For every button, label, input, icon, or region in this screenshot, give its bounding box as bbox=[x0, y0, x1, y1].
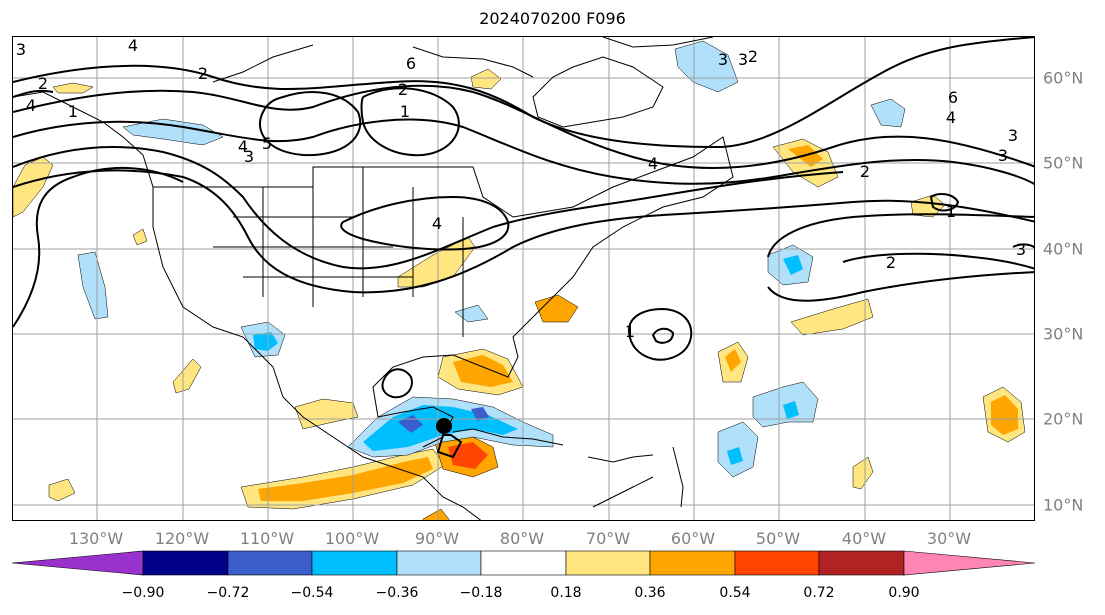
colorbar-cell bbox=[227, 550, 313, 576]
contour-label: 5 bbox=[262, 134, 272, 153]
contour-label: 3 bbox=[1008, 126, 1018, 145]
contour-label: 4 bbox=[648, 154, 658, 173]
negative-anomaly-canada-west bbox=[122, 118, 224, 146]
lon-label-90w: 90°W bbox=[414, 529, 460, 548]
contour-label: 3 bbox=[16, 40, 26, 59]
colorbar-tick-label: 0.36 bbox=[634, 585, 666, 601]
positive-anomaly-alaska bbox=[52, 82, 94, 94]
contour-label: 4 bbox=[26, 96, 36, 115]
contour-label: 3 bbox=[244, 147, 254, 166]
contour-label: 2 bbox=[198, 64, 208, 83]
contour-label: 3 bbox=[998, 146, 1008, 165]
colorbar-tick-label: −0.18 bbox=[459, 585, 503, 601]
coastlines bbox=[13, 37, 734, 520]
colorbar-tick-label: 0.18 bbox=[550, 585, 582, 601]
colorbar-cell bbox=[396, 550, 482, 576]
negative-anomaly-california bbox=[77, 251, 109, 320]
lat-label-20n: 20°N bbox=[1043, 409, 1084, 429]
colorbar-tick-label: −0.90 bbox=[121, 585, 165, 601]
contour-label: 3 bbox=[1016, 240, 1026, 259]
positive-anomaly-mid-atlantic-core bbox=[725, 349, 741, 372]
contour-label: 1 bbox=[68, 102, 78, 121]
contour-label: 1 bbox=[400, 102, 410, 121]
contour-label: 6 bbox=[948, 88, 958, 107]
negative-anomaly-antilles-core bbox=[727, 447, 743, 465]
colorbar-cell bbox=[818, 550, 905, 576]
contour-label: 6 bbox=[406, 54, 416, 73]
positive-anomaly-cape-verde-core bbox=[991, 395, 1018, 435]
positive-anomaly-hudson bbox=[470, 68, 502, 90]
colorbar-extend-max bbox=[903, 550, 1036, 576]
negative-anomaly-bermuda-core bbox=[783, 255, 803, 275]
positive-anomaly-mexico-west-core bbox=[258, 457, 433, 501]
contour-lines bbox=[13, 37, 1034, 399]
positive-anomaly-east-atlantic bbox=[910, 194, 946, 218]
contour-label: 4 bbox=[432, 214, 442, 233]
colorbar-tick-label: −0.36 bbox=[375, 585, 419, 601]
colorbar-tick-label: 0.54 bbox=[719, 585, 751, 601]
positive-anomaly-gulf-core bbox=[453, 355, 513, 387]
contour-label: 4 bbox=[128, 37, 138, 55]
lon-label-50w: 50°W bbox=[755, 529, 801, 548]
contour-label: 1 bbox=[946, 202, 956, 221]
lon-label-60w: 60°W bbox=[670, 529, 716, 548]
positive-anomaly-small-south bbox=[48, 478, 76, 502]
cyclone-contour-mark bbox=[436, 434, 463, 459]
lon-label-120w: 120°W bbox=[154, 529, 210, 548]
contour-label: 1 bbox=[625, 322, 635, 341]
map-title: 2024070200 F096 bbox=[479, 9, 626, 28]
graticule bbox=[13, 37, 1034, 520]
lon-label-130w: 130°W bbox=[68, 529, 124, 548]
map-panel: 4 3 4 2 6 2 1 4 5 3 4 6 4 3 3 2 1 2 3 1 … bbox=[12, 36, 1035, 521]
contour-label: 4 bbox=[946, 108, 956, 127]
colorbar-extend-min bbox=[11, 550, 144, 576]
contour-label: 3 bbox=[738, 50, 748, 69]
colorbar-cell bbox=[565, 550, 651, 576]
negative-anomaly-east-caribbean-core bbox=[783, 401, 799, 419]
colorbar-cell bbox=[311, 550, 398, 576]
contour-label: 2 bbox=[886, 253, 896, 272]
colorbar bbox=[11, 550, 1036, 576]
contour-label: 3 bbox=[718, 50, 728, 69]
positive-anomaly-mexico-small bbox=[294, 398, 359, 430]
positive-anomaly-nw-coast bbox=[13, 156, 54, 218]
lat-label-60n: 60°N bbox=[1043, 68, 1084, 88]
positive-anomaly-tropical-small bbox=[852, 456, 874, 490]
lon-label-80w: 80°W bbox=[499, 529, 545, 548]
negative-anomaly-yucatan-deep2 bbox=[471, 407, 489, 421]
positive-anomaly-atlantic-band bbox=[790, 298, 874, 336]
negative-anomaly-greenland bbox=[674, 40, 739, 93]
positive-anomaly-bc bbox=[132, 228, 148, 246]
colorbar-cell bbox=[649, 550, 736, 576]
lat-label-40n: 40°N bbox=[1043, 239, 1084, 259]
lat-label-50n: 50°N bbox=[1043, 153, 1084, 173]
colorbar-cell bbox=[734, 550, 820, 576]
lon-label-30w: 30°W bbox=[926, 529, 972, 548]
negative-anomaly-labrador-sea bbox=[870, 98, 906, 128]
lon-label-40w: 40°W bbox=[841, 529, 887, 548]
cyclone-marker-icon bbox=[436, 418, 452, 434]
contour-labels: 4 3 4 2 6 2 1 4 5 3 4 6 4 3 3 2 1 2 3 1 … bbox=[16, 37, 1026, 341]
lon-label-110w: 110°W bbox=[239, 529, 295, 548]
lon-label-70w: 70°W bbox=[585, 529, 631, 548]
negative-anomaly-georgia bbox=[454, 304, 489, 323]
contour-label: 4 bbox=[238, 137, 248, 156]
colorbar-tick-label: 0.72 bbox=[803, 585, 835, 601]
positive-anomaly-baja bbox=[172, 358, 202, 394]
shaded-anomalies bbox=[13, 40, 1026, 520]
contour-label: 2 bbox=[748, 47, 758, 66]
colorbar-tick-label: −0.54 bbox=[290, 585, 334, 601]
contour-label: 2 bbox=[398, 80, 408, 99]
colorbar-cell bbox=[480, 550, 567, 576]
colorbar-tick-label: −0.72 bbox=[206, 585, 250, 601]
lat-label-30n: 30°N bbox=[1043, 324, 1084, 344]
positive-anomaly-south-edge bbox=[422, 508, 450, 520]
lon-label-100w: 100°W bbox=[324, 529, 380, 548]
negative-anomaly-sonora-core bbox=[253, 332, 278, 351]
contour-label: 2 bbox=[860, 162, 870, 181]
colorbar-tick-label: 0.90 bbox=[888, 585, 920, 601]
colorbar-cell bbox=[142, 550, 229, 576]
lat-label-10n: 10°N bbox=[1043, 495, 1084, 515]
contour-label: 2 bbox=[38, 74, 48, 93]
